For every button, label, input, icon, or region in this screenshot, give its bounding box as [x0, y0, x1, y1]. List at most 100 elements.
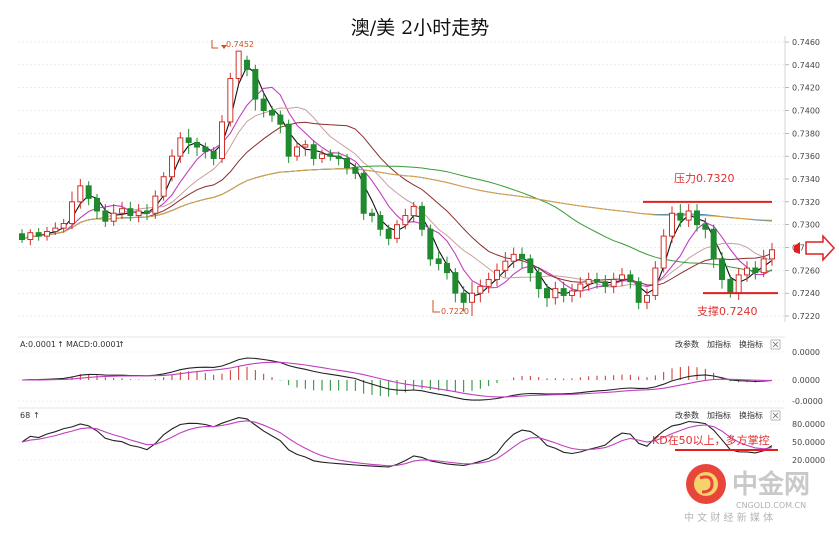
candle — [177, 132, 184, 164]
macd-histogram — [29, 366, 773, 397]
candle — [644, 288, 650, 310]
price-tick-label: 0.7380 — [792, 129, 820, 138]
macd-tick-label: -0.0000 — [792, 397, 823, 406]
ma-k-line — [21, 86, 773, 292]
macd-a-label: A:0.0001 — [20, 340, 56, 349]
candle — [44, 226, 50, 241]
candle — [527, 254, 534, 282]
price-tick-label: 0.7400 — [792, 107, 820, 116]
candle — [352, 163, 359, 179]
watermark-brand: 中金网 — [732, 469, 810, 500]
candle — [485, 272, 492, 294]
candle — [152, 190, 159, 219]
macd-menu-switch-indicator[interactable]: 换指标 — [739, 339, 763, 349]
kd-annotation: KD在50以上，多方掌控 — [652, 433, 770, 447]
ma-green-line — [21, 165, 773, 272]
candle — [77, 179, 84, 209]
candle — [535, 268, 542, 298]
candle — [544, 284, 550, 307]
arrow-right-icon — [794, 234, 836, 262]
kd-menu-edit-params[interactable]: 改参数 — [675, 410, 699, 420]
candle — [244, 55, 250, 77]
support-label: 支撑0.7240 — [697, 304, 758, 318]
candle — [194, 137, 200, 157]
macd-axis: 0.0000 0.0000 -0.0000 — [18, 348, 823, 406]
candle — [35, 228, 42, 241]
macd-menu-add-indicator[interactable]: 加指标 — [707, 339, 731, 349]
candle — [669, 206, 675, 243]
candle — [702, 217, 709, 239]
candle — [377, 210, 384, 237]
candle — [435, 252, 442, 271]
kd-menu-add-indicator[interactable]: 加指标 — [707, 410, 731, 420]
candle — [460, 286, 467, 312]
candle — [285, 119, 292, 164]
candle — [410, 201, 417, 223]
price-tick-label: 0.7440 — [792, 61, 820, 70]
candle — [652, 261, 659, 301]
candle — [752, 261, 759, 280]
macd-close-icon[interactable] — [770, 339, 781, 350]
candle — [260, 92, 267, 118]
candle — [27, 229, 34, 246]
candle — [560, 281, 567, 303]
price-tick-label: 0.7360 — [792, 152, 820, 161]
candle — [219, 115, 225, 164]
chart-title: 澳/美 2小时走势 — [351, 17, 490, 39]
candle — [660, 229, 667, 273]
price-tick-label: 0.7260 — [792, 266, 820, 275]
candle — [602, 274, 609, 294]
resistance-label: 压力0.7320 — [674, 172, 735, 185]
kd-up-arrow-icon: ↑ — [33, 411, 40, 420]
candle — [627, 270, 634, 289]
candle — [19, 229, 25, 243]
candle — [394, 220, 400, 243]
price-grid — [18, 41, 785, 317]
candle — [744, 261, 750, 282]
macd-tick-label: 0.0000 — [792, 348, 820, 357]
candle — [694, 204, 700, 232]
watermark-logo: 中金网 CNGOLD.COM.CN 中 文 财 经 新 媒 体 — [684, 464, 810, 524]
price-tick-label: 0.7240 — [792, 289, 820, 298]
high-label: 0.7452 — [226, 40, 254, 49]
kd-axis: 80.0000 50.0000 20.0000 — [18, 420, 825, 465]
kd-tick-label: 20.0000 — [792, 456, 825, 465]
kd-d-line — [21, 420, 773, 467]
low-marker: 0.7220 — [432, 300, 469, 316]
kd-menu-switch-indicator[interactable]: 换指标 — [739, 410, 763, 420]
candle — [502, 252, 509, 278]
watermark-url: CNGOLD.COM.CN — [736, 501, 806, 510]
candle — [769, 242, 775, 266]
macd-menu-edit-params[interactable]: 改参数 — [675, 339, 699, 349]
candle — [427, 224, 434, 266]
price-tick-label: 0.7300 — [792, 221, 820, 230]
candle — [477, 279, 484, 303]
macd-lines — [21, 357, 773, 401]
candle — [60, 218, 67, 233]
candle — [719, 252, 725, 289]
moving-average-lines — [21, 65, 773, 297]
candle — [402, 208, 409, 230]
candle — [94, 193, 100, 219]
candle — [302, 140, 309, 157]
macd-tick-label: 0.0000 — [792, 376, 820, 385]
candle — [127, 201, 134, 222]
candle — [685, 204, 692, 227]
candle — [294, 142, 300, 161]
macd-up-arrow-icon: ↑ — [57, 340, 64, 349]
kd-panel: 68 ↑ 改参数 加指标 换指标 80.0000 50.0000 20.0000 K… — [18, 407, 825, 468]
kd-tick-label: 80.0000 — [792, 420, 825, 429]
price-tick-label: 0.7460 — [792, 38, 820, 47]
candle — [277, 110, 284, 134]
price-tick-label: 0.7320 — [792, 198, 820, 207]
ma-mid-line — [21, 121, 773, 287]
candle — [577, 277, 584, 298]
candle — [510, 247, 517, 269]
candle — [310, 140, 317, 166]
kd-value-label: 68 — [20, 411, 30, 420]
kd-close-icon[interactable] — [770, 410, 781, 421]
price-tick-label: 0.7220 — [792, 312, 820, 321]
candlesticks — [19, 50, 775, 316]
macd-panel: A:0.0001 MACD:0.0001 ↑ ↑ 改参数 加指标 换指标 0.0… — [18, 336, 823, 406]
